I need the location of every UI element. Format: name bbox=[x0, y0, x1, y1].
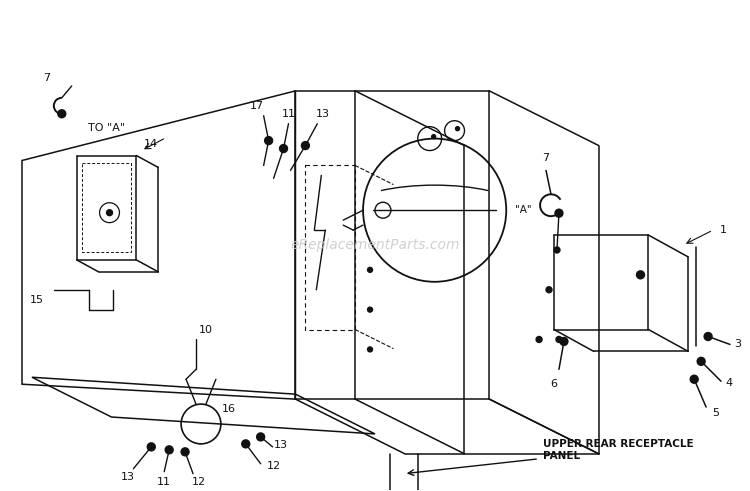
Circle shape bbox=[546, 287, 552, 293]
Text: 13: 13 bbox=[121, 472, 134, 482]
Text: 15: 15 bbox=[30, 295, 44, 305]
Text: 6: 6 bbox=[550, 379, 557, 389]
Text: 13: 13 bbox=[274, 440, 287, 450]
Text: 3: 3 bbox=[734, 339, 742, 350]
Circle shape bbox=[368, 268, 373, 273]
Circle shape bbox=[704, 332, 712, 340]
Text: 13: 13 bbox=[316, 109, 330, 119]
Text: 17: 17 bbox=[250, 101, 264, 111]
Circle shape bbox=[147, 443, 155, 451]
Text: 12: 12 bbox=[192, 477, 206, 487]
Text: UPPER REAR RECEPTACLE
PANEL: UPPER REAR RECEPTACLE PANEL bbox=[543, 439, 694, 461]
Circle shape bbox=[256, 433, 265, 441]
Circle shape bbox=[368, 307, 373, 312]
Circle shape bbox=[242, 440, 250, 448]
Circle shape bbox=[690, 375, 698, 383]
Text: 4: 4 bbox=[725, 378, 733, 388]
Text: 12: 12 bbox=[266, 461, 280, 471]
Circle shape bbox=[106, 210, 112, 216]
Text: eReplacementParts.com: eReplacementParts.com bbox=[290, 238, 460, 252]
Circle shape bbox=[368, 347, 373, 352]
Circle shape bbox=[455, 127, 460, 131]
Circle shape bbox=[554, 247, 560, 253]
Circle shape bbox=[280, 144, 287, 153]
Text: 7: 7 bbox=[542, 153, 550, 163]
Text: 5: 5 bbox=[712, 408, 719, 418]
Text: "A": "A" bbox=[514, 205, 532, 215]
Circle shape bbox=[181, 448, 189, 456]
Text: 14: 14 bbox=[144, 138, 158, 149]
Circle shape bbox=[560, 337, 568, 346]
Circle shape bbox=[265, 136, 272, 144]
Text: 1: 1 bbox=[719, 225, 727, 235]
Circle shape bbox=[432, 135, 436, 138]
Circle shape bbox=[536, 336, 542, 342]
Circle shape bbox=[302, 141, 309, 150]
Circle shape bbox=[555, 209, 563, 217]
Circle shape bbox=[556, 336, 562, 342]
Circle shape bbox=[637, 271, 644, 279]
Text: 11: 11 bbox=[281, 109, 296, 119]
Text: TO "A": TO "A" bbox=[88, 123, 125, 133]
Circle shape bbox=[58, 110, 66, 118]
Text: 16: 16 bbox=[222, 404, 236, 414]
Text: 7: 7 bbox=[44, 73, 50, 83]
Circle shape bbox=[698, 357, 705, 365]
Text: 11: 11 bbox=[158, 477, 171, 487]
Text: 10: 10 bbox=[199, 325, 213, 334]
Circle shape bbox=[165, 446, 173, 454]
